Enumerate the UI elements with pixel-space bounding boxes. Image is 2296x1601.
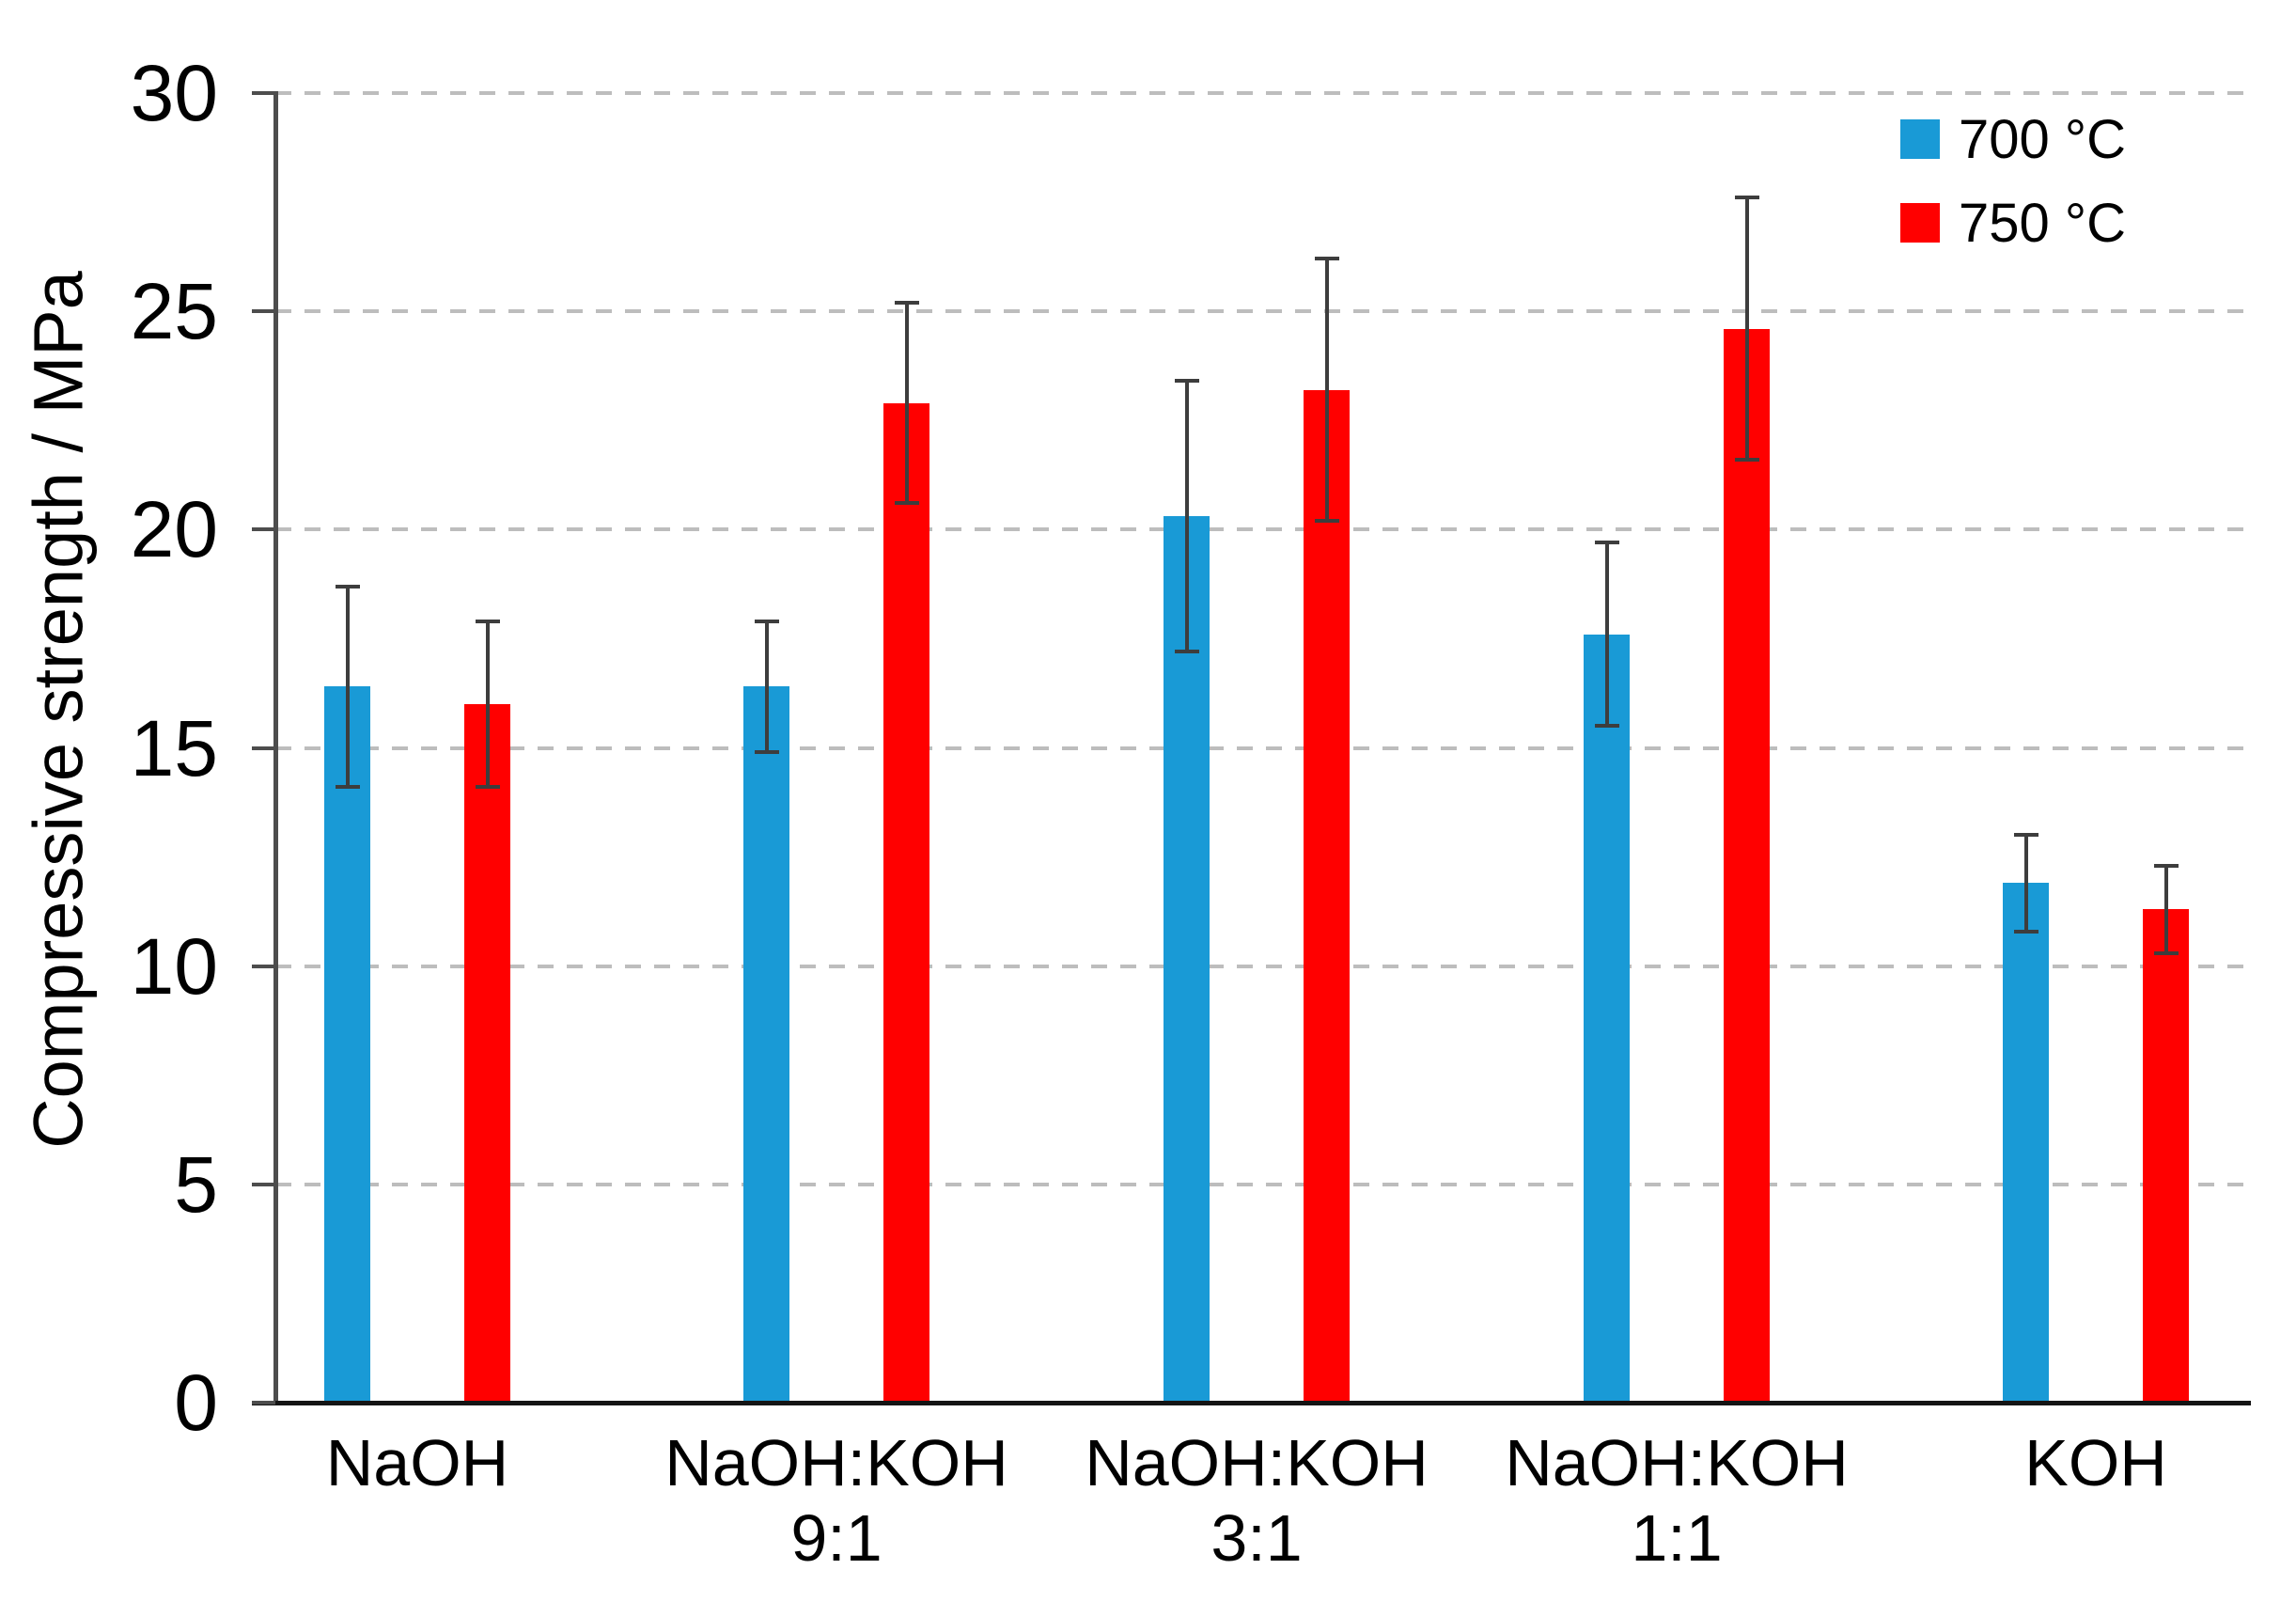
- error-bar-700c-4: [2023, 835, 2028, 932]
- error-cap-high-700c-1: [754, 619, 779, 623]
- gridline-25: [275, 309, 2251, 314]
- error-cap-low-700c-1: [754, 750, 779, 755]
- error-cap-high-700c-3: [1594, 541, 1619, 545]
- bar-750c-2: [1304, 389, 1350, 1403]
- y-tick-label-10: 10: [130, 921, 218, 1011]
- bar-700c-1: [743, 686, 789, 1403]
- x-axis-baseline: [252, 1401, 2251, 1405]
- bar-750c-0: [464, 704, 510, 1403]
- bar-700c-0: [324, 686, 370, 1403]
- legend-swatch-750c-icon: [1900, 203, 1940, 243]
- error-bar-750c-2: [1324, 259, 1329, 522]
- x-category-sub: 9:1: [790, 1501, 882, 1575]
- x-category-label-koh: KOH: [1851, 1425, 2296, 1500]
- legend-swatch-700c-icon: [1900, 119, 1940, 159]
- error-cap-low-700c-0: [335, 785, 360, 790]
- x-category-main: NaOH:KOH: [1505, 1426, 1849, 1499]
- y-axis-tick-30: [252, 91, 275, 95]
- x-category-label-naohkoh-11: NaOH:KOH 1:1: [1432, 1425, 1921, 1576]
- error-cap-low-750c-0: [475, 785, 500, 790]
- legend-item-700c: 700 °C: [1900, 108, 2126, 170]
- y-axis-tick-10: [252, 964, 275, 968]
- bar-750c-4: [2143, 909, 2189, 1403]
- y-tick-label-30: 30: [130, 49, 218, 137]
- x-category-sub: 3:1: [1210, 1501, 1303, 1575]
- error-bar-750c-4: [2163, 865, 2168, 953]
- x-category-label-naohkoh-91: NaOH:KOH 9:1: [592, 1425, 1081, 1576]
- error-bar-750c-3: [1744, 197, 1749, 461]
- legend-label-700c: 700 °C: [1959, 108, 2126, 170]
- x-category-main: NaOH: [325, 1426, 509, 1499]
- error-cap-high-750c-3: [1734, 196, 1759, 200]
- bar-750c-3: [1724, 328, 1770, 1403]
- x-category-label-naoh: NaOH: [173, 1425, 662, 1500]
- y-tick-label-25: 25: [130, 267, 218, 356]
- legend-item-750c: 750 °C: [1900, 192, 2126, 254]
- legend-label-750c: 750 °C: [1959, 192, 2126, 254]
- error-bar-700c-3: [1604, 542, 1609, 727]
- x-category-main: KOH: [2024, 1426, 2167, 1499]
- error-cap-high-750c-4: [2153, 863, 2179, 868]
- bar-700c-2: [1164, 516, 1210, 1403]
- y-axis-tick-20: [252, 527, 275, 532]
- bar-700c-3: [1584, 634, 1630, 1403]
- bar-750c-1: [883, 402, 929, 1403]
- error-cap-low-700c-2: [1174, 650, 1199, 654]
- y-axis-tick-0: [252, 1401, 275, 1405]
- error-cap-high-700c-2: [1174, 379, 1199, 384]
- y-axis-tick-5: [252, 1182, 275, 1186]
- error-bar-700c-1: [764, 620, 769, 753]
- error-cap-low-750c-1: [894, 501, 919, 506]
- x-category-label-naohkoh-31: NaOH:KOH 3:1: [1012, 1425, 1501, 1576]
- x-category-main: NaOH:KOH: [664, 1426, 1008, 1499]
- y-axis-tick-25: [252, 309, 275, 314]
- error-cap-low-700c-3: [1594, 724, 1619, 729]
- error-cap-low-700c-4: [2013, 929, 2038, 934]
- error-cap-high-750c-0: [475, 619, 500, 623]
- error-bar-750c-0: [485, 620, 490, 788]
- error-bar-700c-2: [1184, 381, 1189, 652]
- error-cap-high-700c-4: [2013, 833, 2038, 838]
- error-cap-low-750c-4: [2153, 950, 2179, 955]
- y-axis-line: [273, 91, 278, 1405]
- y-tick-label-5: 5: [174, 1139, 218, 1229]
- gridline-5: [275, 1182, 2251, 1186]
- error-bar-750c-1: [904, 302, 909, 504]
- gridline-30: [275, 91, 2251, 95]
- y-axis-tick-15: [252, 746, 275, 750]
- error-cap-low-750c-2: [1314, 519, 1339, 524]
- gridline-15: [275, 746, 2251, 750]
- x-category-main: NaOH:KOH: [1085, 1426, 1429, 1499]
- y-tick-label-20: 20: [130, 485, 218, 574]
- error-cap-high-750c-2: [1314, 257, 1339, 261]
- error-cap-high-750c-1: [894, 300, 919, 305]
- error-cap-low-750c-3: [1734, 458, 1759, 463]
- y-tick-label-15: 15: [130, 703, 218, 793]
- x-category-sub: 1:1: [1631, 1501, 1723, 1575]
- gridline-10: [275, 964, 2251, 968]
- gridline-20: [275, 527, 2251, 532]
- bar-700c-4: [2003, 883, 2049, 1403]
- error-bar-700c-0: [345, 586, 350, 788]
- y-tick-label-0: 0: [174, 1358, 218, 1447]
- error-cap-high-700c-0: [335, 584, 360, 589]
